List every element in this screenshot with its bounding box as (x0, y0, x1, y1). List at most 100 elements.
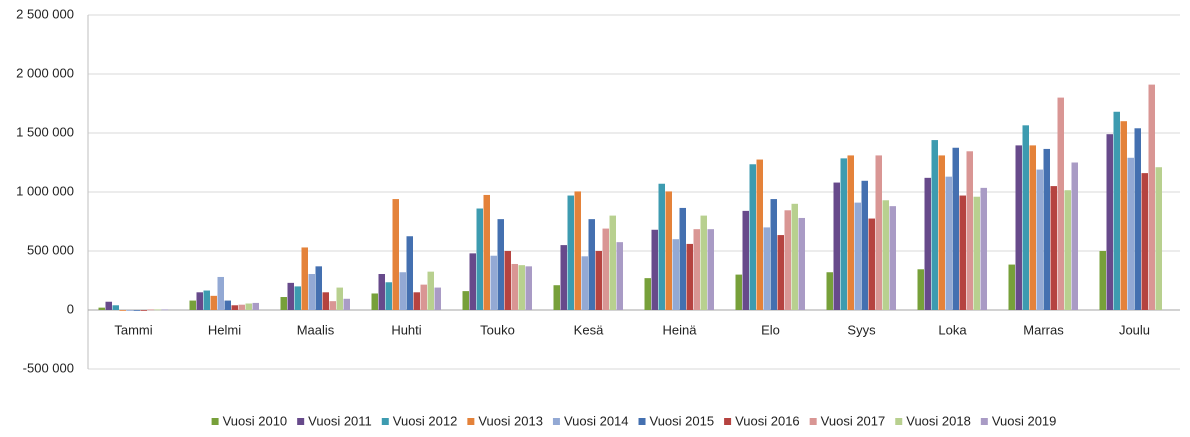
bar (315, 266, 322, 310)
bar (1022, 125, 1029, 310)
bar (966, 151, 973, 310)
bar (392, 199, 399, 310)
bar (882, 200, 889, 310)
y-tick-label: 2 500 000 (16, 6, 74, 21)
bar (595, 251, 602, 310)
bar (931, 140, 938, 310)
bar (434, 287, 441, 310)
legend-swatch (381, 418, 389, 425)
legend-swatch (895, 418, 903, 425)
bar (644, 278, 651, 310)
bar (693, 229, 700, 310)
legend-label: Vuosi 2016 (735, 413, 800, 428)
bar (399, 272, 406, 310)
x-tick-label: Maalis (297, 322, 335, 337)
bar (406, 236, 413, 310)
bar (371, 293, 378, 310)
bar (973, 196, 980, 310)
bar (791, 203, 798, 310)
y-tick-label: 2 000 000 (16, 65, 74, 80)
bar (553, 285, 560, 310)
bar (840, 158, 847, 310)
bar (1141, 173, 1148, 310)
bar (385, 282, 392, 310)
bar (343, 298, 350, 310)
bar (231, 305, 238, 310)
legend-swatch (467, 418, 475, 425)
bar (742, 210, 749, 310)
legend-label: Vuosi 2010 (223, 413, 288, 428)
bar (1071, 162, 1078, 310)
bar (196, 292, 203, 310)
legend-swatch (211, 418, 219, 425)
y-tick-label: 1 500 000 (16, 124, 74, 139)
bar (735, 274, 742, 310)
bar (1043, 148, 1050, 310)
bar (504, 251, 511, 310)
x-tick-label: Syys (847, 322, 876, 337)
bar (854, 202, 861, 310)
bar (252, 302, 259, 310)
bar (665, 191, 672, 310)
bar (679, 207, 686, 310)
x-tick-label: Helmi (208, 322, 241, 337)
bar (924, 177, 931, 310)
bar (861, 180, 868, 310)
bar (476, 208, 483, 310)
bar (1015, 145, 1022, 310)
bar (469, 253, 476, 310)
y-tick-label: -500 000 (23, 360, 74, 375)
bar (868, 218, 875, 310)
legend-label: Vuosi 2014 (564, 413, 629, 428)
bar (945, 176, 952, 310)
bar (329, 301, 336, 310)
bar (483, 194, 490, 310)
legend-label: Vuosi 2015 (650, 413, 715, 428)
bar (1127, 157, 1134, 310)
bar (959, 195, 966, 310)
bar (833, 182, 840, 310)
bar (686, 243, 693, 310)
legend-label: Vuosi 2012 (393, 413, 458, 428)
bar (1057, 97, 1064, 310)
x-tick-label: Kesä (574, 322, 604, 337)
bar (1113, 111, 1120, 310)
bar (301, 247, 308, 310)
bar (490, 255, 497, 310)
bar (574, 191, 581, 310)
bar (749, 164, 756, 310)
legend-swatch (638, 418, 646, 425)
legend-swatch (297, 418, 305, 425)
bar (518, 265, 525, 310)
bar (462, 291, 469, 310)
bar (112, 305, 119, 310)
bar (525, 266, 532, 310)
bar (1050, 186, 1057, 310)
bar (322, 292, 329, 310)
bar (1064, 190, 1071, 310)
bar (280, 297, 287, 310)
bar (105, 301, 112, 310)
bar (560, 245, 567, 310)
x-tick-label: Joulu (1119, 322, 1150, 337)
bar (420, 284, 427, 310)
legend-swatch (809, 418, 817, 425)
bar (147, 309, 154, 311)
bar (875, 155, 882, 310)
legend-label: Vuosi 2019 (992, 413, 1057, 428)
bar (1008, 264, 1015, 310)
bar (847, 155, 854, 310)
bar (378, 274, 385, 310)
bar (427, 271, 434, 310)
bar (119, 310, 126, 311)
x-tick-label: Tammi (114, 322, 152, 337)
bar (98, 307, 105, 310)
bar (784, 210, 791, 310)
bar (1029, 145, 1036, 310)
bar (938, 155, 945, 310)
bar (980, 187, 987, 310)
bar (672, 239, 679, 310)
y-tick-label: 1 000 000 (16, 183, 74, 198)
bar (602, 228, 609, 310)
